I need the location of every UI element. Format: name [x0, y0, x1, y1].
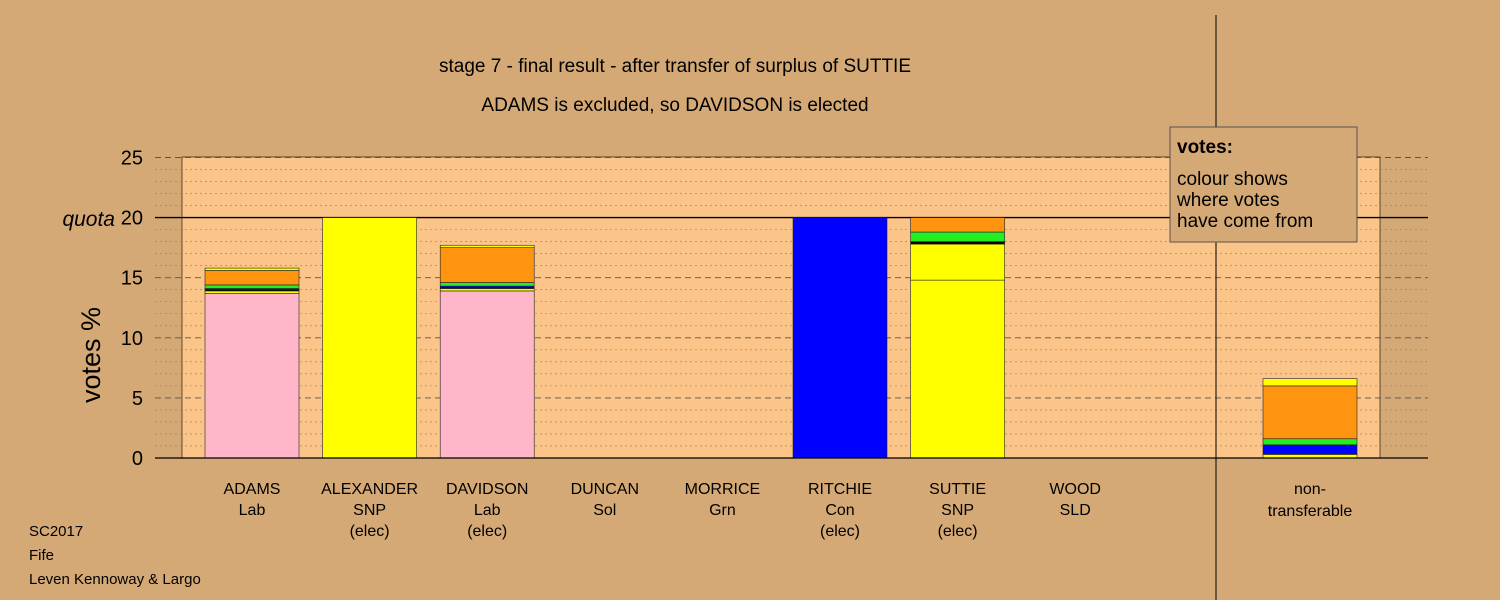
candidate-name-davidson: DAVIDSON — [446, 481, 528, 498]
candidate-name-duncan: DUNCAN — [571, 481, 639, 498]
candidate-party-adams: Lab — [239, 502, 266, 519]
bar-segment-adams — [204, 290, 300, 294]
bar-segment-alexander — [322, 217, 417, 459]
bar-segment-davidson — [439, 244, 535, 248]
candidate-name-ritchie: RITCHIE — [808, 481, 872, 498]
candidate-status-alexander: (elec) — [350, 523, 390, 540]
bar-segment-suttie — [910, 217, 1005, 233]
y-tick-label: 25 — [121, 148, 143, 170]
candidate-party-duncan: Sol — [593, 502, 616, 519]
bar-segment-suttie — [910, 241, 1005, 245]
candidate-party-davidson: Lab — [474, 502, 501, 519]
footer-council: Fife — [29, 547, 54, 564]
legend-title: votes: — [1177, 137, 1233, 158]
candidate-party-ritchie: Con — [825, 502, 854, 519]
bar-segment-suttie — [910, 279, 1005, 459]
bar-segment-ritchie — [792, 217, 888, 459]
bar-segment-davidson — [439, 290, 535, 459]
legend-box — [1169, 126, 1358, 243]
bar-segment-nontransferable — [1262, 378, 1358, 387]
candidate-name-morrice: MORRICE — [685, 481, 761, 498]
y-tick-label: 10 — [121, 328, 143, 350]
bar-segment-nontransferable — [1262, 444, 1358, 455]
bar-segment-adams — [204, 270, 300, 286]
candidate-party-morrice: Grn — [709, 502, 736, 519]
y-tick-label: 20 — [121, 208, 143, 230]
chart-title: stage 7 - final result - after transfer … — [439, 56, 911, 77]
candidate-name-adams: ADAMS — [224, 481, 281, 498]
bar-segment-adams — [204, 293, 300, 459]
candidate-status-suttie: (elec) — [938, 523, 978, 540]
candidate-labels: ADAMS Lab ALEXANDER SNP (elec) DAVIDSON Lab (el… — [224, 481, 1353, 540]
bars — [204, 217, 1358, 459]
candidate-party-suttie: SNP — [941, 502, 974, 519]
footer-election: SC2017 — [29, 523, 83, 540]
bar-segment-nontransferable — [1262, 438, 1358, 446]
bar-segment-nontransferable — [1262, 385, 1358, 440]
y-tick-label: 0 — [132, 448, 143, 470]
candidate-name-wood: WOOD — [1049, 481, 1101, 498]
chart-subtitle: ADAMS is excluded, so DAVIDSON is electe… — [481, 95, 868, 116]
nontransferable-label-2: transferable — [1268, 503, 1353, 520]
bar-segment-suttie — [910, 243, 1005, 281]
y-tick-label: 5 — [132, 388, 143, 410]
bar-segment-suttie — [910, 231, 1005, 242]
bar-segment-adams — [204, 267, 300, 271]
bar-segment-davidson — [439, 288, 535, 292]
bar-segment-adams — [204, 284, 300, 289]
candidate-status-davidson: (elec) — [467, 523, 507, 540]
candidate-party-wood: SLD — [1060, 502, 1091, 519]
bar-segment-davidson — [439, 247, 535, 283]
legend: votes: colour shows where votes have com… — [1169, 126, 1358, 243]
y-axis-label: votes % — [76, 307, 106, 403]
footer-ward: Leven Kennoway & Largo — [29, 571, 201, 588]
legend-line-2: where votes — [1176, 190, 1279, 211]
quota-label: quota — [62, 208, 115, 231]
y-tick-label: 15 — [121, 268, 143, 290]
legend-line-1: colour shows — [1177, 169, 1288, 190]
bar-segment-davidson — [439, 282, 535, 287]
legend-line-3: have come from — [1177, 211, 1313, 232]
candidate-name-suttie: SUTTIE — [929, 481, 986, 498]
nontransferable-label-1: non- — [1294, 481, 1326, 498]
candidate-name-alexander: ALEXANDER — [321, 481, 418, 498]
candidate-status-ritchie: (elec) — [820, 523, 860, 540]
candidate-party-alexander: SNP — [353, 502, 386, 519]
